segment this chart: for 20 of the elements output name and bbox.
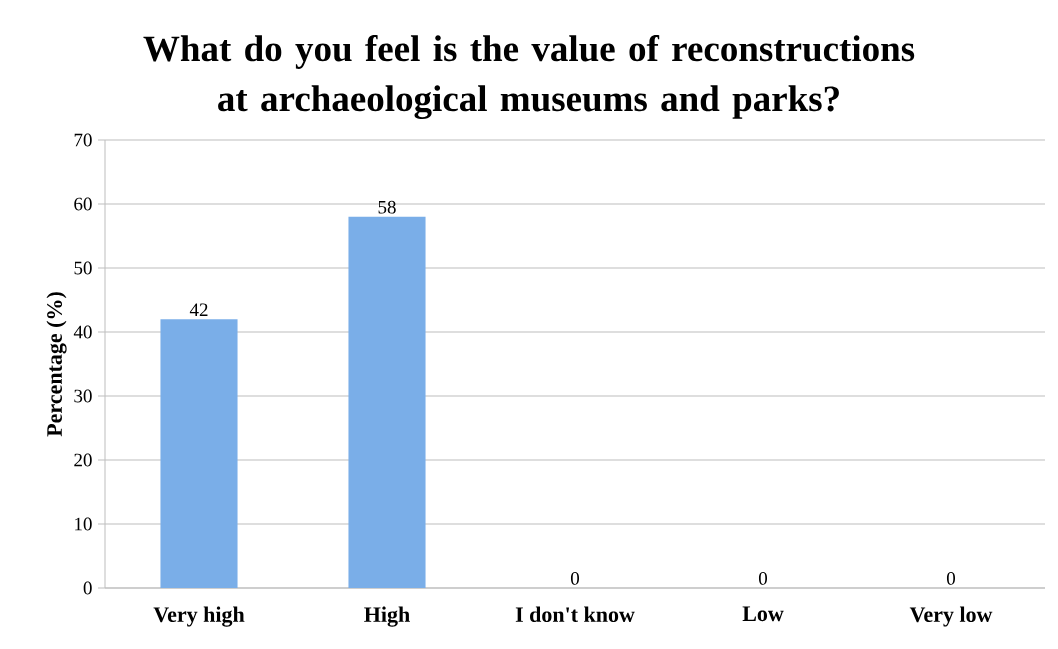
y-axis-title: Percentage (%) bbox=[46, 292, 67, 437]
x-tick-label: I don't know bbox=[515, 606, 635, 623]
data-label: 0 bbox=[570, 571, 580, 585]
y-tick-label: 30 bbox=[74, 389, 92, 403]
y-tick-label: 0 bbox=[83, 581, 92, 595]
x-tick-label: Very high bbox=[153, 606, 245, 627]
data-label: 42 bbox=[189, 303, 208, 316]
data-label: 58 bbox=[378, 200, 396, 214]
x-tick-label: High bbox=[364, 606, 410, 627]
y-tick-label: 20 bbox=[74, 453, 92, 467]
chart-title: What do you feel is the value of reconstructions at archaeological museums and parks? bbox=[143, 34, 915, 120]
data-label: 0 bbox=[946, 571, 956, 585]
y-tick-label: 10 bbox=[75, 517, 92, 531]
data-label: 0 bbox=[758, 571, 768, 585]
x-tick-label: Low bbox=[742, 606, 784, 622]
x-tick-label: Very low bbox=[909, 606, 993, 627]
y-tick-label: 70 bbox=[74, 133, 92, 147]
y-tick-label: 60 bbox=[74, 197, 92, 211]
y-tick-label: 50 bbox=[74, 261, 92, 275]
y-tick-label: 40 bbox=[73, 325, 92, 339]
